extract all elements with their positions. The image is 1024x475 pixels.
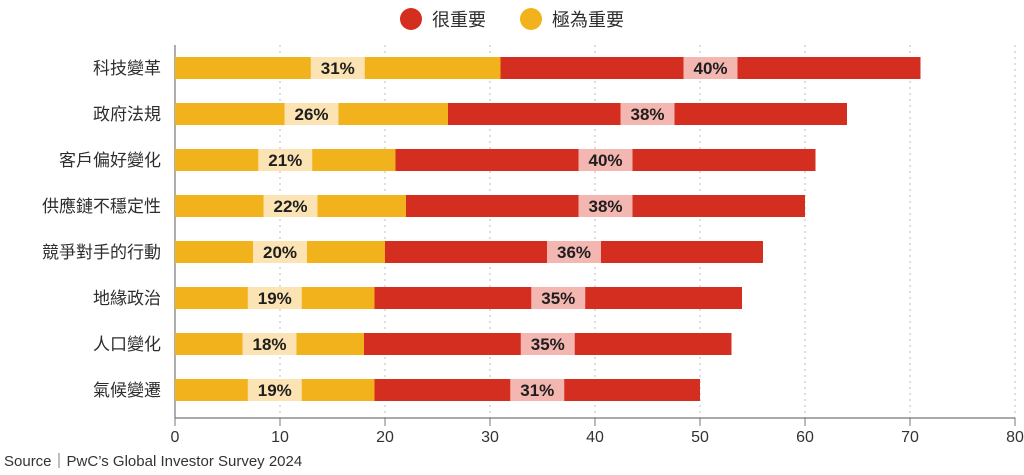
data-label: 40% [588, 151, 622, 170]
x-tick-label: 80 [1006, 429, 1024, 446]
category-label: 政府法規 [93, 105, 161, 125]
data-label: 21% [268, 151, 302, 170]
data-label-bg [310, 57, 365, 79]
data-label: 31% [520, 381, 554, 400]
data-label: 19% [258, 381, 292, 400]
data-label-bg [683, 57, 738, 79]
data-label-bg [253, 241, 307, 263]
category-label: 客戶偏好變化 [59, 151, 161, 171]
data-label-bg [284, 103, 339, 125]
data-label-bg [578, 195, 633, 217]
data-label-bg [531, 287, 586, 309]
category-label: 人口變化 [93, 335, 161, 355]
category-label: 競爭對手的行動 [42, 243, 161, 263]
x-tick-label: 60 [796, 429, 814, 446]
legend-item-extremely-important: 極為重要 [520, 6, 624, 32]
data-label: 40% [693, 59, 727, 78]
data-label-bg [510, 379, 565, 401]
data-label: 26% [294, 105, 328, 124]
data-label: 20% [263, 243, 297, 262]
category-label: 科技變革 [93, 59, 161, 79]
category-label: 氣候變遷 [93, 381, 161, 401]
legend-swatch-red [400, 8, 422, 30]
legend-swatch-yellow [520, 8, 542, 30]
x-tick-label: 30 [481, 429, 499, 446]
x-tick-label: 50 [691, 429, 709, 446]
legend-label-extremely-important: 極為重要 [552, 10, 624, 31]
data-label: 22% [273, 197, 307, 216]
x-tick-label: 10 [271, 429, 289, 446]
category-label: 供應鏈不穩定性 [42, 196, 161, 217]
x-tick-label: 40 [586, 429, 604, 446]
data-label-bg [263, 195, 318, 217]
data-label: 18% [252, 335, 286, 354]
legend-item-very-important: 很重要 [400, 6, 486, 32]
data-label-bg [620, 103, 675, 125]
data-label: 35% [541, 289, 575, 308]
data-label: 38% [630, 105, 664, 124]
x-tick-label: 20 [376, 429, 394, 446]
chart-legend: 很重要 極為重要 [0, 6, 1024, 32]
data-label-bg [520, 333, 575, 355]
source-note: Source｜PwC’s Global Investor Survey 2024 [4, 453, 303, 470]
x-tick-label: 70 [901, 429, 919, 446]
data-label: 36% [557, 243, 591, 262]
x-tick-label: 0 [171, 429, 180, 446]
data-label-bg [547, 241, 601, 263]
data-label: 19% [258, 289, 292, 308]
data-label-bg [247, 287, 302, 309]
data-label-bg [247, 379, 302, 401]
category-label: 地緣政治 [93, 289, 161, 309]
data-label-bg [242, 333, 297, 355]
legend-label-very-important: 很重要 [432, 10, 486, 31]
data-label-bg [258, 149, 313, 171]
data-label: 35% [531, 335, 565, 354]
data-label: 38% [588, 197, 622, 216]
data-label: 31% [321, 59, 355, 78]
data-label-bg [578, 149, 633, 171]
